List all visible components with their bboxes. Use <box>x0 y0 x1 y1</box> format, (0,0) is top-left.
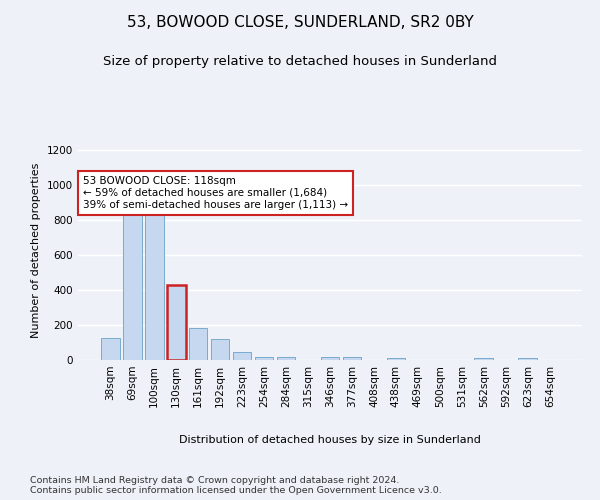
Text: 53 BOWOOD CLOSE: 118sqm
← 59% of detached houses are smaller (1,684)
39% of semi: 53 BOWOOD CLOSE: 118sqm ← 59% of detache… <box>83 176 348 210</box>
Bar <box>233 352 251 360</box>
Bar <box>255 356 274 360</box>
Bar <box>475 358 493 360</box>
Bar <box>101 338 119 360</box>
Text: 53, BOWOOD CLOSE, SUNDERLAND, SR2 0BY: 53, BOWOOD CLOSE, SUNDERLAND, SR2 0BY <box>127 15 473 30</box>
Bar <box>123 194 142 360</box>
Bar <box>189 328 208 360</box>
Bar <box>145 194 164 360</box>
Bar <box>320 358 340 360</box>
Text: Size of property relative to detached houses in Sunderland: Size of property relative to detached ho… <box>103 55 497 68</box>
Bar <box>386 358 405 360</box>
Bar <box>277 356 295 360</box>
Bar <box>343 358 361 360</box>
Y-axis label: Number of detached properties: Number of detached properties <box>31 162 41 338</box>
Bar <box>211 339 229 360</box>
Text: Distribution of detached houses by size in Sunderland: Distribution of detached houses by size … <box>179 435 481 445</box>
Bar <box>167 286 185 360</box>
Text: Contains HM Land Registry data © Crown copyright and database right 2024.
Contai: Contains HM Land Registry data © Crown c… <box>30 476 442 495</box>
Bar <box>518 358 537 360</box>
